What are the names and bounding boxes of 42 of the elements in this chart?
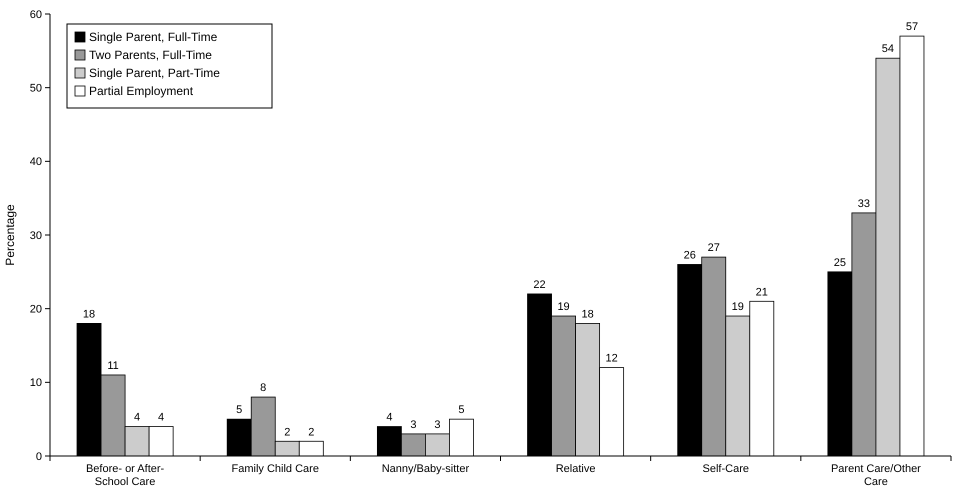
- data-label: 3: [410, 418, 416, 431]
- data-label: 4: [158, 412, 164, 424]
- y-axis-title: Percentage: [3, 204, 17, 266]
- data-label: 5: [458, 404, 465, 416]
- data-label: 11: [107, 360, 119, 372]
- y-tick-label: 40: [30, 156, 42, 168]
- legend-label: Two Parents, Full-Time: [89, 48, 212, 62]
- x-tick-label: Before- or After-School Care: [86, 463, 165, 488]
- data-label: 21: [756, 286, 768, 298]
- data-label: 22: [533, 278, 546, 291]
- legend-label: Single Parent, Full-Time: [89, 30, 218, 44]
- data-label: 33: [858, 198, 870, 210]
- y-tick-label: 10: [30, 377, 42, 390]
- data-label: 27: [708, 242, 720, 254]
- data-label: 8: [260, 382, 266, 394]
- data-label: 18: [82, 308, 96, 320]
- x-tick-label: Family Child Care: [232, 463, 319, 475]
- data-label: 19: [732, 301, 744, 314]
- data-label: 19: [557, 301, 570, 314]
- legend-label: Partial Employment: [89, 84, 194, 98]
- data-label: 4: [386, 412, 392, 424]
- y-tick-label: 0: [36, 450, 42, 463]
- y-tick-label: 20: [30, 304, 42, 316]
- data-label: 25: [834, 256, 846, 269]
- data-label: 18: [581, 308, 594, 320]
- legend-label: Single Parent, Part-Time: [89, 66, 220, 80]
- x-tick-label: Self-Care: [702, 463, 749, 475]
- data-label: 3: [434, 418, 440, 431]
- x-tick-label: Relative: [556, 463, 596, 475]
- y-tick-label: 50: [30, 82, 42, 95]
- y-tick-label: 60: [30, 8, 42, 21]
- data-label: 57: [906, 21, 918, 34]
- data-label: 5: [236, 404, 242, 416]
- x-tick-label: Nanny/Baby-sitter: [382, 463, 470, 475]
- data-label: 54: [882, 43, 894, 56]
- data-label: 4: [134, 412, 140, 424]
- y-tick-label: 30: [30, 230, 42, 242]
- data-label: 12: [606, 352, 618, 365]
- data-label: 2: [308, 426, 314, 438]
- data-label: 26: [684, 249, 696, 262]
- data-label: 2: [284, 426, 290, 438]
- x-tick-label: Parent Care/Other Care: [830, 463, 922, 488]
